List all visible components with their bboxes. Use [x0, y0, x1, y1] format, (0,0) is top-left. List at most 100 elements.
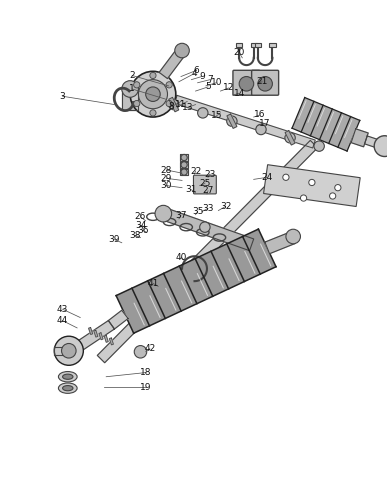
Polygon shape [351, 129, 368, 147]
FancyBboxPatch shape [264, 164, 360, 206]
Text: 16: 16 [254, 110, 266, 120]
Text: 31: 31 [186, 186, 197, 194]
Text: 42: 42 [144, 344, 156, 353]
Polygon shape [97, 140, 318, 362]
Text: 32: 32 [220, 202, 231, 211]
Text: 44: 44 [57, 316, 68, 325]
Circle shape [61, 344, 76, 358]
Text: 43: 43 [57, 304, 68, 314]
Text: 18: 18 [140, 368, 151, 377]
Text: 22: 22 [190, 166, 201, 175]
Text: 12: 12 [223, 84, 235, 92]
Polygon shape [265, 232, 296, 254]
Circle shape [145, 87, 160, 102]
Text: 1: 1 [129, 84, 135, 94]
Bar [236, 44, 242, 48]
Polygon shape [94, 330, 98, 337]
Circle shape [155, 206, 172, 222]
Text: 34: 34 [135, 220, 146, 230]
Circle shape [239, 76, 254, 91]
Polygon shape [99, 333, 103, 340]
Circle shape [54, 336, 83, 366]
Circle shape [134, 346, 147, 358]
Circle shape [200, 222, 210, 232]
Circle shape [175, 44, 189, 58]
Circle shape [300, 195, 307, 201]
Text: 5: 5 [205, 82, 211, 92]
Text: 6: 6 [194, 66, 200, 75]
Polygon shape [175, 96, 315, 148]
Text: 26: 26 [135, 212, 146, 222]
Polygon shape [122, 89, 138, 110]
Polygon shape [104, 336, 108, 342]
Circle shape [166, 82, 172, 88]
Text: 29: 29 [161, 174, 172, 183]
Circle shape [166, 100, 172, 106]
Circle shape [181, 169, 187, 175]
Text: 20: 20 [233, 48, 245, 57]
Text: 19: 19 [140, 382, 151, 392]
Text: 40: 40 [175, 253, 187, 262]
Text: 8: 8 [169, 102, 175, 111]
Polygon shape [161, 208, 254, 250]
Circle shape [283, 174, 289, 180]
Circle shape [134, 100, 140, 106]
Text: 24: 24 [261, 173, 273, 182]
Ellipse shape [58, 383, 77, 394]
Polygon shape [169, 98, 179, 112]
Text: 35: 35 [192, 207, 203, 216]
Circle shape [130, 72, 176, 117]
Polygon shape [180, 154, 188, 160]
FancyBboxPatch shape [252, 70, 279, 95]
Circle shape [138, 80, 168, 108]
Text: 2: 2 [130, 71, 135, 80]
Text: 23: 23 [204, 170, 216, 178]
Polygon shape [89, 328, 93, 334]
Text: 28: 28 [161, 166, 172, 174]
Polygon shape [116, 229, 276, 333]
Text: 27: 27 [202, 186, 214, 196]
Bar [255, 44, 261, 48]
Ellipse shape [63, 386, 73, 391]
Circle shape [181, 154, 187, 160]
Circle shape [309, 180, 315, 186]
Circle shape [286, 229, 300, 244]
Circle shape [181, 162, 187, 168]
Circle shape [374, 136, 389, 156]
FancyBboxPatch shape [193, 175, 216, 194]
Polygon shape [109, 338, 114, 345]
Polygon shape [227, 114, 237, 128]
Polygon shape [180, 169, 188, 175]
Circle shape [198, 108, 208, 118]
Ellipse shape [63, 374, 73, 380]
Text: 7: 7 [207, 75, 213, 84]
Circle shape [314, 141, 324, 152]
Text: 33: 33 [202, 204, 214, 213]
Bar [251, 44, 257, 48]
Text: 17: 17 [259, 119, 271, 128]
Circle shape [134, 82, 140, 88]
Circle shape [329, 193, 336, 199]
Polygon shape [54, 346, 69, 355]
Text: 37: 37 [175, 211, 187, 220]
Text: 39: 39 [109, 235, 120, 244]
Text: 36: 36 [137, 226, 148, 235]
Ellipse shape [58, 372, 77, 382]
Text: 3: 3 [60, 92, 65, 101]
Text: 15: 15 [210, 112, 222, 120]
Text: 14: 14 [233, 88, 245, 98]
Circle shape [256, 124, 266, 134]
Polygon shape [77, 320, 114, 350]
Text: 25: 25 [199, 179, 210, 188]
Polygon shape [292, 98, 360, 151]
Polygon shape [285, 130, 295, 145]
Circle shape [150, 72, 156, 78]
Circle shape [258, 76, 272, 91]
Text: 30: 30 [161, 181, 172, 190]
Circle shape [168, 100, 179, 110]
Bar [269, 44, 275, 48]
Circle shape [122, 80, 138, 98]
Text: 21: 21 [256, 77, 268, 86]
Circle shape [150, 110, 156, 116]
Text: 13: 13 [182, 103, 193, 112]
